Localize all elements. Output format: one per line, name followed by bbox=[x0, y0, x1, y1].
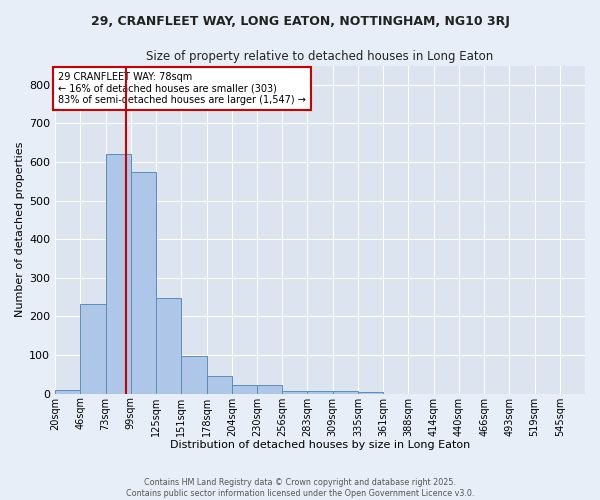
Text: 29, CRANFLEET WAY, LONG EATON, NOTTINGHAM, NG10 3RJ: 29, CRANFLEET WAY, LONG EATON, NOTTINGHA… bbox=[91, 15, 509, 28]
Y-axis label: Number of detached properties: Number of detached properties bbox=[15, 142, 25, 318]
Bar bbox=[257, 385, 282, 394]
Bar bbox=[332, 390, 358, 394]
Bar bbox=[156, 298, 181, 394]
Bar bbox=[55, 390, 80, 394]
Title: Size of property relative to detached houses in Long Eaton: Size of property relative to detached ho… bbox=[146, 50, 494, 63]
Bar bbox=[106, 154, 131, 394]
Bar bbox=[181, 356, 206, 394]
Bar bbox=[282, 390, 307, 394]
Bar bbox=[206, 376, 232, 394]
Text: 29 CRANFLEET WAY: 78sqm
← 16% of detached houses are smaller (303)
83% of semi-d: 29 CRANFLEET WAY: 78sqm ← 16% of detache… bbox=[58, 72, 305, 106]
Bar bbox=[131, 172, 156, 394]
Bar bbox=[358, 392, 383, 394]
Text: Contains HM Land Registry data © Crown copyright and database right 2025.
Contai: Contains HM Land Registry data © Crown c… bbox=[126, 478, 474, 498]
X-axis label: Distribution of detached houses by size in Long Eaton: Distribution of detached houses by size … bbox=[170, 440, 470, 450]
Bar bbox=[232, 385, 257, 394]
Bar bbox=[80, 304, 106, 394]
Bar bbox=[307, 390, 332, 394]
